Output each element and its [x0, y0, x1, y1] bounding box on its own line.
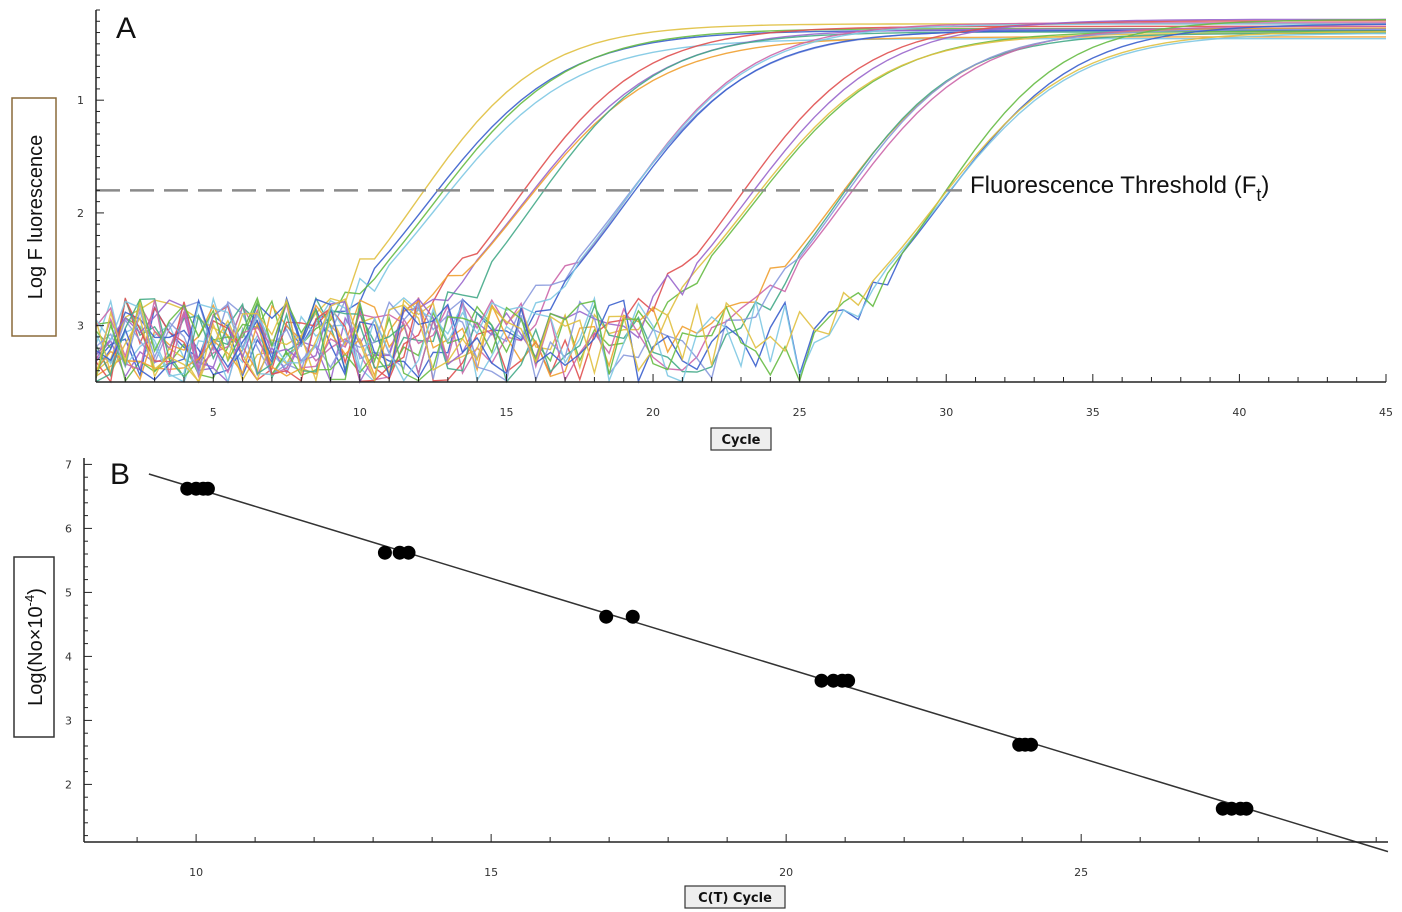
- panel-a-y-tick-label: 2: [77, 207, 84, 220]
- panel-a-x-tick-label: 45: [1379, 406, 1393, 419]
- standard-curve-point: [1024, 737, 1039, 752]
- panel-a-x-tick-label: 15: [499, 406, 513, 419]
- standard-curve-point: [841, 673, 856, 688]
- amplification-curve: [95, 28, 1386, 383]
- standard-curve-point: [625, 609, 640, 624]
- panel-a-x-tick-label: 10: [353, 406, 367, 419]
- panel-a-x-ticks: 5 10 15 20 25 30 35 40 45: [95, 374, 1393, 419]
- amplification-curve: [95, 20, 1386, 384]
- threshold-label: Fluorescence Threshold (Ft): [970, 172, 1269, 205]
- amplification-curve: [95, 25, 1386, 381]
- panel-a-ylabel: Log F luorescence: [25, 135, 47, 300]
- panel-a-x-tick-label: 5: [210, 406, 217, 419]
- amplification-curve: [95, 32, 1386, 384]
- panel-a-x-tick-label: 30: [939, 406, 953, 419]
- panel-b-x-tick-label: 15: [484, 866, 498, 879]
- panel-b-x-tick-label: 20: [779, 866, 793, 879]
- regression-line: [148, 473, 1389, 853]
- panel-a-x-tick-label: 35: [1086, 406, 1100, 419]
- standard-curve-points: [180, 481, 1254, 816]
- panel-a-y-tick-label: 1: [77, 94, 84, 107]
- panel-b-axes: [83, 458, 1388, 843]
- amplification-curve: [95, 22, 1386, 381]
- panel-a-x-tick-label: 20: [646, 406, 660, 419]
- panel-b-y-tick-label: 2: [65, 778, 72, 791]
- panel-a-letter: A: [116, 12, 136, 45]
- panel-b-ylabel-box: [13, 556, 55, 738]
- panel-a-xlabel: Cycle: [722, 433, 761, 448]
- amplification-curve: [95, 30, 1387, 383]
- panel-b-xlabel: C(T) Cycle: [698, 891, 772, 906]
- panel-a-x-tick-label: 40: [1232, 406, 1246, 419]
- amplification-curve: [95, 18, 1387, 384]
- panel-b-x-ticks: 10 15 20 25: [136, 834, 1377, 879]
- panel-b-y-ticks: 2 3 4 5 6 7: [65, 458, 92, 837]
- amplification-curve: [95, 19, 1387, 384]
- standard-curve-plot: B 10 15 20 25 2 3 4 5 6 7 Log(No×10-4) C(T) Cycl…: [13, 458, 1389, 909]
- panel-b-ylabel-close: ): [25, 588, 47, 595]
- panel-a-x-tick-label: 25: [793, 406, 807, 419]
- standard-curve-point: [814, 673, 829, 688]
- panel-a-y-tick-label: 3: [77, 320, 84, 333]
- amplification-curve: [95, 23, 1387, 384]
- panel-b-x-tick-label: 25: [1074, 866, 1088, 879]
- standard-curve-point: [377, 545, 392, 560]
- panel-b-y-tick-label: 3: [65, 714, 72, 727]
- threshold-label-subscript: t: [1256, 185, 1261, 205]
- panel-b-y-tick-label: 6: [65, 522, 72, 535]
- standard-curve-point: [1239, 801, 1254, 816]
- panel-b-ylabel: Log(No×10-4): [22, 588, 47, 706]
- amplification-curves: [95, 18, 1387, 384]
- standard-curve-point: [401, 545, 416, 560]
- panel-b-y-tick-label: 5: [65, 586, 72, 599]
- panel-b-letter: B: [110, 458, 130, 491]
- panel-a-xlabel-box: [710, 427, 772, 451]
- amplification-curve: [95, 23, 1386, 384]
- amplification-curve: [95, 25, 1387, 382]
- threshold-label-close: ): [1261, 172, 1269, 199]
- threshold-label-main: Fluorescence Threshold (F: [970, 172, 1256, 199]
- panel-a-ylabel-box: [11, 97, 57, 337]
- standard-curve-point: [599, 609, 614, 624]
- panel-b-y-tick-label: 7: [65, 458, 72, 471]
- panel-b-x-tick-label: 10: [189, 866, 203, 879]
- panel-b-y-tick-label: 4: [65, 650, 72, 663]
- panel-a-y-ticks: 1 2 3: [77, 9, 104, 383]
- panel-b-xlabel-box: [684, 885, 786, 909]
- panel-b-ylabel-superscript: -4: [22, 595, 37, 607]
- standard-curve-point: [200, 481, 215, 496]
- amplification-plot: A Fluorescence Threshold (Ft) 5 10 15 20 25 3…: [11, 9, 1393, 451]
- panel-b-ylabel-main: Log(No×10: [25, 606, 47, 706]
